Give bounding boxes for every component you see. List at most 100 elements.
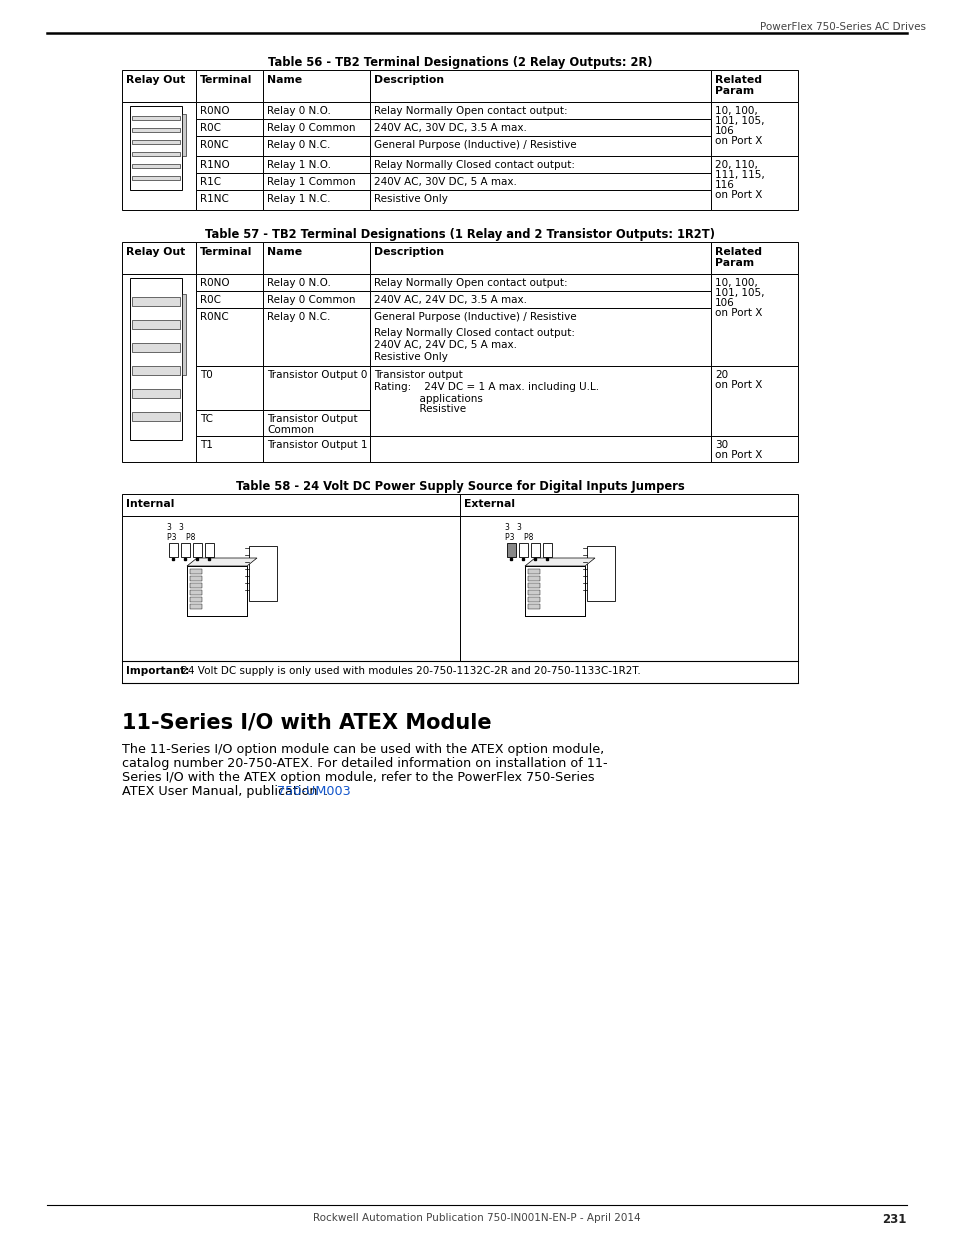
Bar: [370, 103, 710, 119]
Text: on Port X: on Port X: [714, 308, 761, 317]
Bar: [263, 274, 370, 291]
Bar: [195, 436, 263, 462]
Bar: [132, 343, 180, 352]
Text: PowerFlex 750-Series AC Drives: PowerFlex 750-Series AC Drives: [760, 22, 925, 32]
Text: 30: 30: [714, 440, 727, 450]
Bar: [370, 119, 710, 136]
Bar: [263, 103, 370, 119]
Text: Resistive Only: Resistive Only: [374, 352, 447, 362]
Bar: [205, 543, 213, 557]
Text: Relay Out: Relay Out: [126, 75, 185, 85]
Bar: [263, 119, 370, 136]
Bar: [249, 546, 276, 601]
Bar: [195, 119, 263, 136]
Text: 240V AC, 24V DC, 3.5 A max.: 240V AC, 24V DC, 3.5 A max.: [374, 295, 526, 305]
Bar: [195, 274, 263, 291]
Text: Internal: Internal: [126, 499, 174, 509]
Bar: [710, 70, 797, 103]
Bar: [263, 436, 370, 462]
Text: Related: Related: [714, 75, 761, 85]
Text: Important:: Important:: [126, 666, 189, 676]
Bar: [710, 103, 797, 156]
Text: 3   3: 3 3: [504, 522, 521, 532]
Bar: [527, 590, 539, 595]
Bar: [122, 661, 797, 683]
Bar: [263, 242, 370, 274]
Text: P3    P8: P3 P8: [504, 534, 533, 542]
Text: Rockwell Automation Publication 750-IN001N-EN-P - April 2014: Rockwell Automation Publication 750-IN00…: [313, 1213, 640, 1223]
Text: 20, 110,: 20, 110,: [714, 161, 757, 170]
Bar: [370, 436, 710, 462]
Bar: [190, 583, 202, 588]
Text: 750-UM003: 750-UM003: [277, 785, 351, 798]
Bar: [195, 291, 263, 308]
Text: Resistive: Resistive: [374, 404, 466, 414]
Bar: [527, 569, 539, 574]
Text: 10, 100,: 10, 100,: [714, 106, 757, 116]
Bar: [710, 436, 797, 462]
Bar: [190, 597, 202, 601]
Text: Param: Param: [714, 86, 753, 96]
Bar: [132, 320, 180, 329]
Bar: [370, 190, 710, 210]
Text: 3   3: 3 3: [167, 522, 184, 532]
Bar: [132, 116, 180, 120]
Text: TC: TC: [200, 414, 213, 424]
Text: R1NO: R1NO: [200, 161, 230, 170]
Text: Terminal: Terminal: [200, 75, 253, 85]
Bar: [263, 156, 370, 173]
Text: 20: 20: [714, 370, 727, 380]
Bar: [527, 604, 539, 609]
Text: Relay 1 N.O.: Relay 1 N.O.: [267, 161, 331, 170]
Bar: [459, 494, 797, 516]
Bar: [586, 546, 615, 601]
Bar: [263, 291, 370, 308]
Bar: [263, 136, 370, 156]
Text: External: External: [463, 499, 515, 509]
Text: Terminal: Terminal: [200, 247, 253, 257]
Bar: [263, 366, 370, 410]
Bar: [122, 494, 459, 516]
Bar: [190, 604, 202, 609]
Bar: [130, 106, 182, 190]
Text: Transistor Output: Transistor Output: [267, 414, 357, 424]
Bar: [193, 543, 202, 557]
Bar: [527, 583, 539, 588]
Bar: [195, 136, 263, 156]
Text: T0: T0: [200, 370, 213, 380]
Text: catalog number 20-750-ATEX. For detailed information on installation of 11-: catalog number 20-750-ATEX. For detailed…: [122, 757, 607, 769]
Bar: [122, 274, 195, 462]
Text: 101, 105,: 101, 105,: [714, 288, 763, 298]
Text: 111, 115,: 111, 115,: [714, 170, 764, 180]
Bar: [524, 566, 584, 616]
Bar: [195, 242, 263, 274]
Bar: [122, 516, 459, 661]
Bar: [370, 136, 710, 156]
Text: on Port X: on Port X: [714, 380, 761, 390]
Text: 240V AC, 30V DC, 3.5 A max.: 240V AC, 30V DC, 3.5 A max.: [374, 124, 526, 133]
Bar: [195, 190, 263, 210]
Bar: [190, 576, 202, 580]
Text: P3    P8: P3 P8: [167, 534, 195, 542]
Bar: [132, 152, 180, 157]
Text: 10, 100,: 10, 100,: [714, 278, 757, 288]
Text: R0NC: R0NC: [200, 312, 229, 322]
Text: R1C: R1C: [200, 177, 221, 186]
Bar: [263, 410, 370, 436]
Bar: [130, 278, 182, 440]
Bar: [132, 127, 180, 132]
Bar: [132, 163, 180, 168]
Bar: [132, 140, 180, 144]
Text: Relay Normally Open contact output:: Relay Normally Open contact output:: [374, 106, 567, 116]
Bar: [132, 366, 180, 375]
Text: R0C: R0C: [200, 295, 221, 305]
Text: Transistor Output 1: Transistor Output 1: [267, 440, 367, 450]
Text: Relay Out: Relay Out: [126, 247, 185, 257]
Text: Relay 1 N.C.: Relay 1 N.C.: [267, 194, 330, 204]
Text: 24 Volt DC supply is only used with modules 20-750-1132C-2R and 20-750-1133C-1R2: 24 Volt DC supply is only used with modu…: [178, 666, 640, 676]
Bar: [132, 389, 180, 399]
Bar: [195, 103, 263, 119]
Bar: [710, 274, 797, 366]
Text: 231: 231: [882, 1213, 906, 1226]
Bar: [263, 190, 370, 210]
